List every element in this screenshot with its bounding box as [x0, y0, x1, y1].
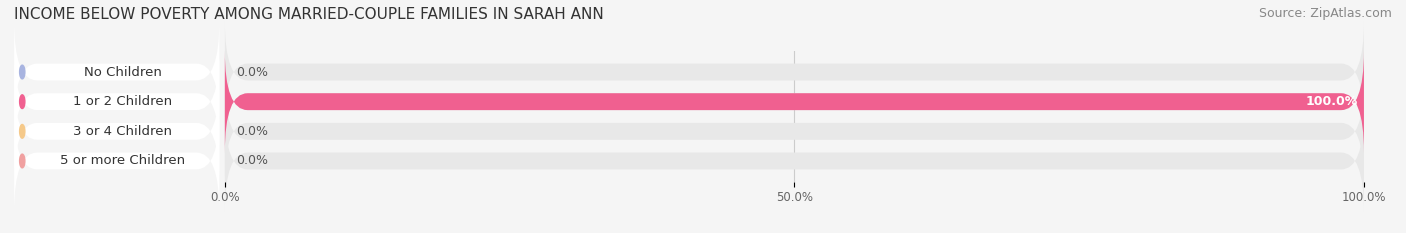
Circle shape	[20, 65, 25, 79]
FancyBboxPatch shape	[14, 80, 219, 182]
Text: 3 or 4 Children: 3 or 4 Children	[73, 125, 172, 138]
Text: No Children: No Children	[83, 65, 162, 79]
FancyBboxPatch shape	[14, 51, 219, 153]
FancyBboxPatch shape	[14, 21, 219, 123]
Circle shape	[20, 154, 25, 168]
Text: 100.0%: 100.0%	[1306, 95, 1358, 108]
Text: 0.0%: 0.0%	[236, 65, 269, 79]
FancyBboxPatch shape	[225, 51, 1364, 153]
FancyBboxPatch shape	[225, 51, 1364, 153]
Text: INCOME BELOW POVERTY AMONG MARRIED-COUPLE FAMILIES IN SARAH ANN: INCOME BELOW POVERTY AMONG MARRIED-COUPL…	[14, 7, 603, 22]
Circle shape	[20, 124, 25, 138]
FancyBboxPatch shape	[14, 110, 219, 212]
Text: Source: ZipAtlas.com: Source: ZipAtlas.com	[1258, 7, 1392, 20]
Text: 1 or 2 Children: 1 or 2 Children	[73, 95, 172, 108]
Text: 0.0%: 0.0%	[236, 154, 269, 168]
FancyBboxPatch shape	[225, 80, 1364, 182]
Text: 5 or more Children: 5 or more Children	[60, 154, 186, 168]
Text: 0.0%: 0.0%	[236, 125, 269, 138]
FancyBboxPatch shape	[225, 110, 1364, 212]
Circle shape	[20, 95, 25, 109]
FancyBboxPatch shape	[225, 21, 1364, 123]
